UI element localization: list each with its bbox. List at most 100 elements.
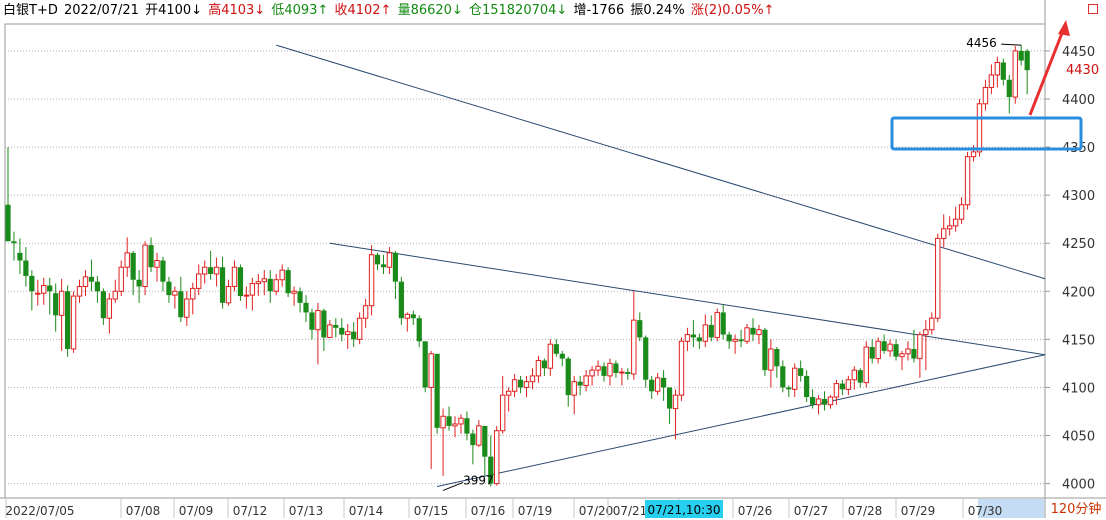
candle-down xyxy=(488,435,494,487)
instrument-name: 白银T+D xyxy=(3,3,58,18)
candle-down xyxy=(464,411,470,441)
candle-body xyxy=(774,348,780,367)
candle-body xyxy=(237,267,244,297)
candle-down xyxy=(720,304,726,340)
candle-down xyxy=(690,320,696,348)
candle-down xyxy=(297,287,303,313)
candle-body xyxy=(190,287,196,300)
trendline xyxy=(437,354,1046,487)
candle-up xyxy=(678,337,685,401)
candle-down xyxy=(88,259,95,292)
candle-body xyxy=(1006,79,1012,98)
x-axis-highlight xyxy=(978,499,1044,518)
period-label[interactable]: 120分钟 xyxy=(1046,500,1106,520)
candle-body xyxy=(571,381,577,396)
candle-down xyxy=(911,329,917,363)
candle-up xyxy=(505,387,512,412)
candle-down xyxy=(94,275,100,303)
y-tick-label: 4450 xyxy=(1062,45,1095,60)
candle-down xyxy=(517,375,524,394)
candle-body xyxy=(714,311,720,338)
candle-down xyxy=(65,285,71,357)
candle-body xyxy=(661,377,667,388)
candle-down xyxy=(303,295,309,323)
candle-body xyxy=(201,266,208,275)
candle-body xyxy=(88,276,95,282)
candle-down xyxy=(643,335,649,388)
candle-body xyxy=(410,314,416,319)
candle-up xyxy=(112,279,118,303)
candle-down xyxy=(804,370,810,402)
candle-down xyxy=(333,318,339,338)
candle-body xyxy=(684,334,691,342)
candle-body xyxy=(559,353,565,359)
candle-up xyxy=(452,416,458,438)
candle-body xyxy=(857,370,863,383)
candle-body xyxy=(219,267,226,303)
candle-body xyxy=(112,290,118,300)
candle-up xyxy=(756,324,762,345)
candle-body xyxy=(911,348,917,359)
candle-up xyxy=(356,312,363,345)
candle-body xyxy=(505,390,512,396)
y-tick-label: 4000 xyxy=(1062,478,1095,493)
candle-body xyxy=(863,346,869,384)
candle-up xyxy=(231,260,238,292)
candle-body xyxy=(339,327,345,335)
candle-up xyxy=(499,375,506,434)
candle-body xyxy=(124,252,130,268)
candle-down xyxy=(178,276,184,323)
candle-up xyxy=(201,260,208,284)
candle-body xyxy=(279,269,285,281)
candle-body xyxy=(839,383,845,390)
candle-body xyxy=(452,423,458,427)
candle-body xyxy=(136,279,142,287)
candle-up xyxy=(887,339,893,357)
candle-down xyxy=(136,270,142,303)
candle-down xyxy=(666,387,673,424)
x-tick-label: 07/14 xyxy=(349,504,384,518)
candle-body xyxy=(893,344,899,357)
candle-up xyxy=(547,339,554,376)
candle-up xyxy=(744,323,750,345)
candle-down xyxy=(398,276,404,325)
candle-body xyxy=(553,344,559,354)
candle-body xyxy=(213,266,220,275)
candle-body xyxy=(321,310,327,338)
candle-down xyxy=(416,315,422,348)
candle-down xyxy=(762,327,768,376)
x-tick-label: 07/20 xyxy=(579,504,614,518)
candle-body xyxy=(47,285,53,292)
candle-down xyxy=(392,250,398,299)
maximize-icon[interactable] xyxy=(1088,4,1098,14)
candle-up xyxy=(70,291,77,353)
candle-up xyxy=(511,373,518,398)
candle-down xyxy=(410,310,416,325)
x-tick-label: 07/16 xyxy=(471,504,506,518)
trendline xyxy=(276,44,1046,280)
candle-body xyxy=(756,329,762,336)
candle-up xyxy=(428,350,434,470)
cursor-time-label: 07/21,10:30 xyxy=(648,503,721,517)
candle-up xyxy=(190,282,196,315)
candle-body xyxy=(887,343,893,352)
candle-down xyxy=(237,264,244,301)
candle-up xyxy=(529,368,536,390)
candle-up xyxy=(279,264,285,287)
candle-body xyxy=(482,425,488,457)
y-tick-label: 4200 xyxy=(1062,285,1095,300)
candle-body xyxy=(654,377,661,392)
candle-up xyxy=(213,257,220,287)
candle-down xyxy=(661,370,667,401)
candle-down xyxy=(565,356,571,407)
current-price-label: 4430 xyxy=(1066,63,1099,78)
quote-header: 白银T+D 2022/07/21 开4100↓ 高4103↓ 低4093↑ 收4… xyxy=(0,0,1063,22)
x-tick-label: 07/09 xyxy=(179,504,214,518)
candle-body xyxy=(65,291,71,349)
candle-body xyxy=(172,290,178,296)
candle-body xyxy=(297,291,303,303)
candle-up xyxy=(196,264,202,296)
candle-body xyxy=(225,285,232,304)
